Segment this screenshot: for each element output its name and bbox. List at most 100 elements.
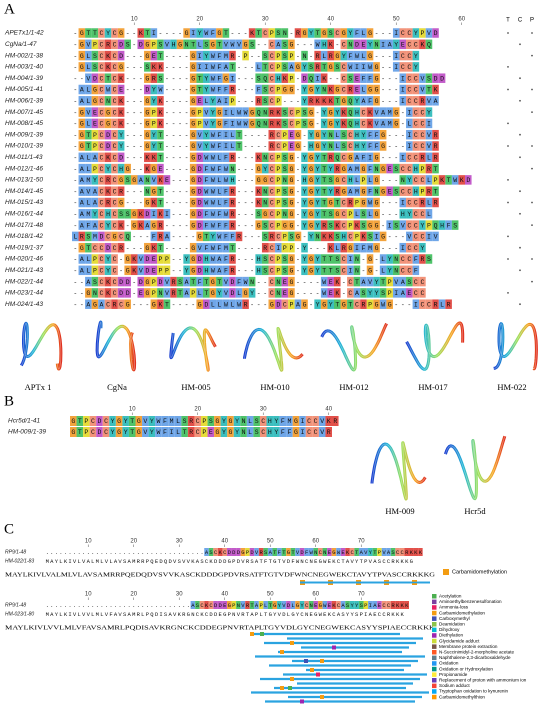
legend-swatch: [432, 638, 437, 644]
sequence: -ALPCYC-GKVDEPP--YGDHWAFR---HSCPSG-YGYTT…: [73, 256, 431, 263]
residue-bg: [347, 152, 354, 163]
residue-bg: [117, 197, 125, 208]
marker-dot: [531, 224, 533, 227]
residue-bg: [294, 231, 302, 242]
residue-bg: [189, 96, 197, 106]
residue-bg: [386, 254, 393, 264]
sequence-name: HM-018/1-42: [5, 233, 43, 240]
residue-bg: [288, 276, 295, 287]
residue-bg: [304, 601, 309, 609]
residue-bg: [366, 288, 374, 298]
residue-bg: [76, 416, 84, 426]
residue-bg: [111, 62, 118, 72]
residue-bg: [334, 254, 341, 264]
residue-bg: [196, 96, 203, 106]
residue-bg: [366, 84, 374, 95]
residue-bg: [189, 129, 197, 140]
residue-bg: [340, 152, 348, 163]
residue-bg: [373, 299, 380, 309]
residue-bg: [432, 152, 439, 163]
residue-bg: [353, 118, 361, 129]
residue-bg: [360, 73, 367, 83]
residue-bg: [347, 254, 354, 264]
residue-bg: [320, 209, 328, 219]
ruler-number: 30: [262, 17, 269, 23]
residue-bg: [281, 175, 289, 185]
residue-bg: [189, 276, 197, 287]
residue-bg: [209, 73, 217, 83]
residue-bg: [109, 416, 116, 426]
residue-bg: [373, 186, 380, 196]
sequence: -GLSCKCG---SKK----GIIWFAT---LTCPSAGYSRTG…: [73, 64, 418, 71]
residue-bg: [334, 107, 341, 117]
residue-bg: [196, 197, 203, 208]
residue-bg: [327, 209, 334, 219]
residue-bg: [222, 197, 230, 208]
residue-bg: [267, 548, 273, 556]
residue-bg: [340, 186, 348, 196]
residue-bg: [345, 548, 350, 556]
residue-bg: [340, 265, 348, 276]
residue-bg: [111, 242, 118, 253]
marker-dot: [531, 111, 533, 113]
residue-bg: [327, 548, 332, 556]
residue-bg: [363, 548, 369, 556]
legend-label: Aminoethylbenzenesulfonation: [439, 599, 502, 604]
residue-bg: [261, 73, 269, 83]
residue-bg: [91, 254, 99, 264]
residue-bg: [275, 197, 282, 208]
residue-bg: [222, 209, 230, 219]
residue-bg: [117, 231, 125, 242]
legend-label: Carbamidomethylation: [452, 569, 507, 575]
residue-bg: [277, 548, 282, 556]
residue-bg: [368, 548, 373, 556]
residue-bg: [148, 416, 156, 426]
residue-bg: [85, 209, 92, 219]
residue-bg: [281, 84, 289, 95]
residue-bg: [292, 427, 300, 437]
residue-bg: [360, 96, 367, 106]
residue-bg: [163, 209, 171, 219]
residue-bg: [229, 118, 236, 129]
residue-bg: [216, 118, 223, 129]
residue-bg: [275, 129, 282, 140]
ruler-number: 40: [221, 592, 228, 598]
residue-bg: [347, 197, 354, 208]
residue-bg: [266, 427, 274, 437]
residue-bg: [236, 548, 241, 556]
residue-bg: [334, 118, 341, 129]
sequence-name: HM-023/1-80: [5, 611, 34, 617]
residue-bg: [111, 254, 118, 264]
residue-bg: [353, 62, 361, 72]
residue-bg: [137, 265, 145, 276]
residue-bg: [425, 152, 433, 163]
residue-bg: [373, 197, 380, 208]
residue-bg: [157, 118, 164, 129]
residue-bg: [117, 141, 125, 151]
residue-bg: [268, 220, 276, 230]
residue-bg: [366, 254, 374, 264]
residue-bg: [222, 84, 230, 95]
sequence: MAYLKIVLVVLMLVFAVSAMRLPQDISAVKRGNCKCDDEG…: [46, 611, 405, 618]
residue-bg: [222, 242, 230, 253]
residue-bg: [281, 107, 289, 117]
panel-label: B: [4, 393, 14, 409]
structure-ribbon: [243, 327, 304, 372]
residue-bg: [392, 62, 400, 72]
residue-bg: [255, 186, 262, 196]
residue-bg: [340, 254, 348, 264]
residue-bg: [406, 231, 413, 242]
residue-bg: [209, 209, 217, 219]
residue-bg: [117, 220, 125, 230]
residue-bg: [235, 129, 243, 140]
residue-bg: [320, 175, 328, 185]
residue-bg: [85, 265, 92, 276]
residue-bg: [189, 209, 197, 219]
residue-bg: [209, 107, 217, 117]
residue-bg: [255, 96, 262, 106]
residue-bg: [425, 197, 433, 208]
sequence: ...................................ASCKC…: [46, 549, 423, 556]
residue-bg: [78, 118, 86, 129]
residue-bg: [372, 601, 378, 609]
residue-bg: [98, 129, 105, 140]
